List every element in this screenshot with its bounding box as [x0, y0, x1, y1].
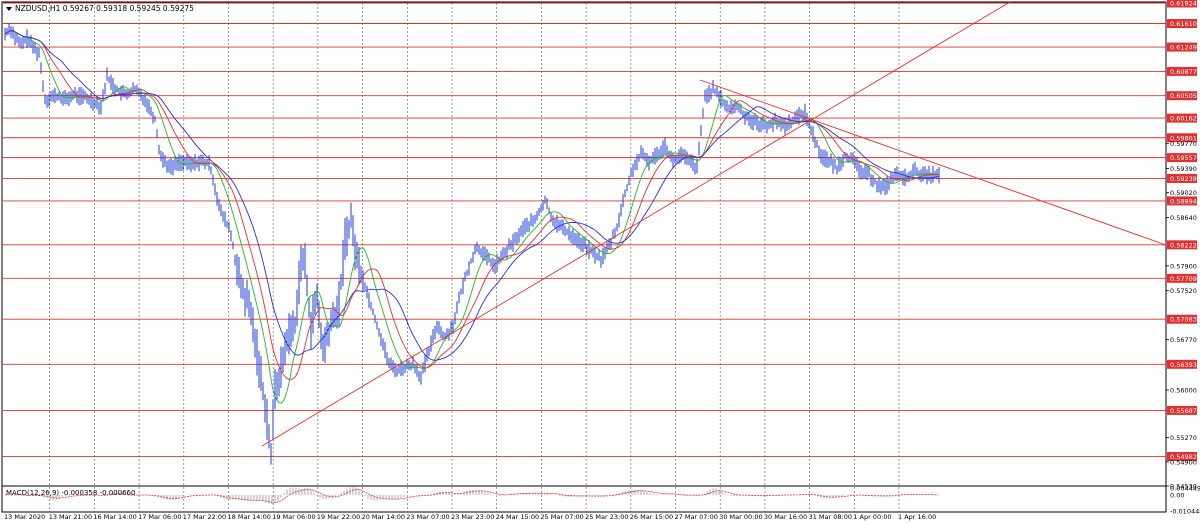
- price-label: 0.60505: [1170, 92, 1197, 100]
- price-label: 0.55270: [1170, 434, 1197, 442]
- ma-mid-line: [4, 30, 940, 380]
- price-label: 0.58894: [1170, 197, 1197, 205]
- time-label: 27 Mar 07:00: [675, 513, 718, 521]
- price-label: 0.60877: [1170, 68, 1197, 76]
- time-label: 23 Mar 07:00: [406, 513, 449, 521]
- price-label: 0.54982: [1170, 453, 1197, 461]
- price-label: 0.57709: [1170, 275, 1197, 283]
- time-label: 25 Mar 07:00: [540, 513, 583, 521]
- vertical-grid: [49, 3, 900, 512]
- time-label: 17 Mar 22:00: [183, 513, 226, 521]
- horizontal-levels[interactable]: [3, 2, 1166, 457]
- price-label-highlight: [1167, 42, 1197, 52]
- time-label: 1 Apr 16:00: [898, 513, 936, 521]
- downtrend-line: [699, 79, 1167, 246]
- price-label-highlight: [1167, 405, 1197, 415]
- triangle-down-icon[interactable]: [6, 7, 12, 11]
- price-label-highlight: [1167, 19, 1197, 29]
- symbol-info-label: NZDUSD,H1 0.59267 0.59318 0.59245 0.5927…: [15, 4, 194, 13]
- macd-axis-label: 0.004449: [1170, 485, 1200, 493]
- price-label: 0.61249: [1170, 44, 1197, 52]
- macd-axis-label: -0.010448: [1170, 508, 1200, 516]
- price-label: 0.55687: [1170, 407, 1197, 415]
- price-label-highlight: [1167, 240, 1197, 250]
- price-label-highlight: [1167, 273, 1197, 283]
- price-label: 0.59557: [1170, 154, 1197, 162]
- time-label: 30 Mar 00:00: [719, 513, 762, 521]
- macd-subwindow-frame: [1, 485, 1167, 513]
- macd-axis-label: 0.00: [1170, 491, 1184, 499]
- price-axis: 0.61924 0.61610 0.61249 0.60877 0.60505 0.601…: [1166, 0, 1197, 491]
- price-label: 0.59390: [1170, 165, 1197, 173]
- time-label: 16 Mar 14:00: [93, 513, 136, 521]
- price-label-highlight: [1167, 153, 1197, 163]
- price-label: 0.59020: [1170, 189, 1197, 197]
- price-label: 0.61610: [1170, 20, 1197, 28]
- price-label: 0.56393: [1170, 361, 1197, 369]
- price-label: 0.56770: [1170, 336, 1197, 344]
- time-label: 25 Mar 23:00: [585, 513, 628, 521]
- time-label: 1 Apr 00:00: [853, 513, 891, 521]
- price-label: 0.56000: [1170, 386, 1197, 394]
- price-label-highlight: [1167, 0, 1197, 8]
- time-label: 30 Mar 16:00: [764, 513, 807, 521]
- time-label: 23 Mar 23:00: [451, 513, 494, 521]
- price-label-highlight: [1167, 133, 1197, 143]
- macd-label: MACD(12,26,9) -0.000358 -0.000660: [6, 489, 135, 497]
- price-label-highlight: [1167, 451, 1197, 461]
- price-label: 0.54900: [1170, 458, 1197, 466]
- time-label: 26 Mar 15:00: [630, 513, 673, 521]
- time-label: 31 Mar 08:00: [809, 513, 852, 521]
- time-axis: 13 Mar 2020 13 Mar 21:00 16 Mar 14:00 17 Ma…: [4, 513, 936, 521]
- ma-slow-line: [4, 30, 940, 361]
- price-label: 0.58222: [1170, 241, 1197, 249]
- price-label-highlight: [1167, 66, 1197, 76]
- time-label: 17 Mar 06:00: [138, 513, 181, 521]
- price-label-highlight: [1167, 359, 1197, 369]
- main-chart-frame: [1, 1, 1167, 487]
- price-label-highlight: [1167, 113, 1197, 123]
- price-label: 0.57083: [1170, 316, 1197, 324]
- price-label-highlight: [1167, 314, 1197, 324]
- price-label: 0.57520: [1170, 287, 1197, 295]
- price-label: 0.59238: [1170, 175, 1197, 183]
- time-label: 24 Mar 15:00: [496, 513, 539, 521]
- time-label: 13 Mar 2020: [4, 513, 45, 521]
- price-label-highlight: [1167, 196, 1197, 206]
- price-label: 0.61924: [1170, 0, 1197, 8]
- price-label: 0.59770: [1170, 140, 1197, 148]
- macd-signal-line: [5, 488, 939, 503]
- time-label: 19 Mar 06:00: [272, 513, 315, 521]
- price-label: 0.54530: [1170, 483, 1197, 491]
- time-label: 19 Mar 22:00: [317, 513, 360, 521]
- price-label-highlight: [1167, 91, 1197, 101]
- price-label: 0.58640: [1170, 214, 1197, 222]
- ma-fast-line: [4, 30, 940, 404]
- time-label: 20 Mar 14:00: [362, 513, 405, 521]
- price-label: 0.59861: [1170, 134, 1197, 142]
- time-label: 13 Mar 21:00: [49, 513, 92, 521]
- moving-averages: [4, 30, 940, 404]
- price-label: 0.57900: [1170, 262, 1197, 270]
- uptrend-line: [261, 1, 1011, 447]
- trendlines[interactable]: [261, 1, 1167, 447]
- price-label: 0.60162: [1170, 115, 1197, 123]
- time-label: 18 Mar 14:00: [228, 513, 271, 521]
- price-label-highlight: [1167, 173, 1197, 183]
